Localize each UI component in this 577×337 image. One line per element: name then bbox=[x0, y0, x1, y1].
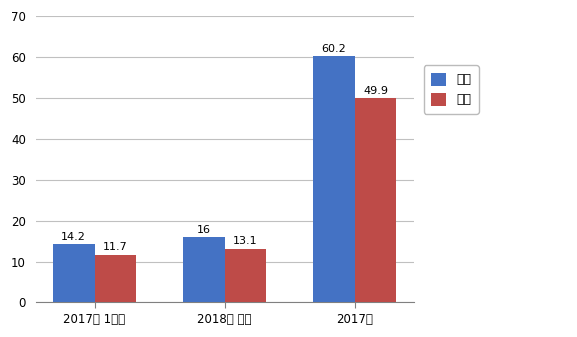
Bar bbox=[183, 237, 224, 303]
Bar bbox=[95, 255, 136, 303]
Text: 60.2: 60.2 bbox=[321, 44, 346, 54]
Text: 11.7: 11.7 bbox=[103, 242, 128, 252]
Text: 16: 16 bbox=[197, 224, 211, 235]
Legend: 수출, 수입: 수출, 수입 bbox=[424, 65, 479, 114]
Text: 49.9: 49.9 bbox=[363, 86, 388, 96]
Bar bbox=[224, 249, 267, 303]
Text: 13.1: 13.1 bbox=[233, 237, 258, 246]
Bar bbox=[355, 98, 396, 303]
Bar bbox=[313, 56, 355, 303]
Text: 14.2: 14.2 bbox=[61, 232, 86, 242]
Bar bbox=[53, 244, 95, 303]
